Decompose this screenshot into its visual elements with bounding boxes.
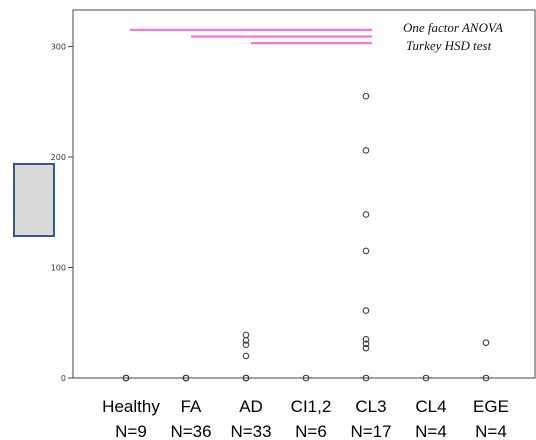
category-label: Healthy [102, 397, 160, 416]
data-point [482, 374, 490, 382]
data-point [122, 374, 130, 382]
category-label: CL3 [355, 397, 386, 416]
data-point [362, 247, 370, 255]
y-tick-label: 200 [51, 153, 66, 162]
data-point [302, 374, 310, 382]
category-label: AD [239, 397, 263, 416]
data-point [362, 374, 370, 382]
annotation-line-2: Turkey HSD test [406, 38, 492, 53]
data-point [242, 331, 250, 339]
group-size-label: N=4 [475, 422, 507, 440]
category-label: FA [181, 397, 202, 416]
data-point [362, 147, 370, 154]
group-size-label: N=33 [230, 422, 271, 440]
data-point [362, 344, 370, 352]
plot-frame [72, 9, 536, 379]
category-label: EGE [473, 397, 509, 416]
y-axis: 0 100 200 300 [51, 43, 440, 383]
data-points [122, 92, 490, 382]
group-size-label: N=9 [115, 422, 147, 440]
category-label: CL4 [415, 397, 446, 416]
group-size-label: N=36 [170, 422, 211, 440]
data-point [362, 92, 370, 100]
significance-bars [130, 28, 372, 45]
annotation-line-1: One factor ANOVA [403, 20, 503, 35]
category-label: CI1,2 [291, 397, 332, 416]
category-labels: Healthy N=9 FA N=36 AD N=33 CI1,2 N=6 CL3 N=17 CL4… [102, 397, 509, 440]
data-point [482, 339, 490, 346]
data-point [362, 307, 370, 314]
data-point [362, 336, 370, 343]
data-point [242, 341, 250, 349]
data-point [242, 352, 250, 360]
data-point [242, 374, 250, 382]
data-point [362, 340, 370, 348]
y-tick-label: 100 [51, 264, 66, 273]
y-tick-label: 0 [61, 374, 66, 383]
data-point [422, 374, 430, 382]
y-tick-label: 300 [51, 43, 66, 52]
data-point [362, 211, 370, 218]
group-size-label: N=6 [295, 422, 327, 440]
data-point [182, 374, 190, 382]
legend-swatch [13, 163, 55, 237]
group-size-label: N=4 [415, 422, 447, 440]
group-size-label: N=17 [350, 422, 391, 440]
